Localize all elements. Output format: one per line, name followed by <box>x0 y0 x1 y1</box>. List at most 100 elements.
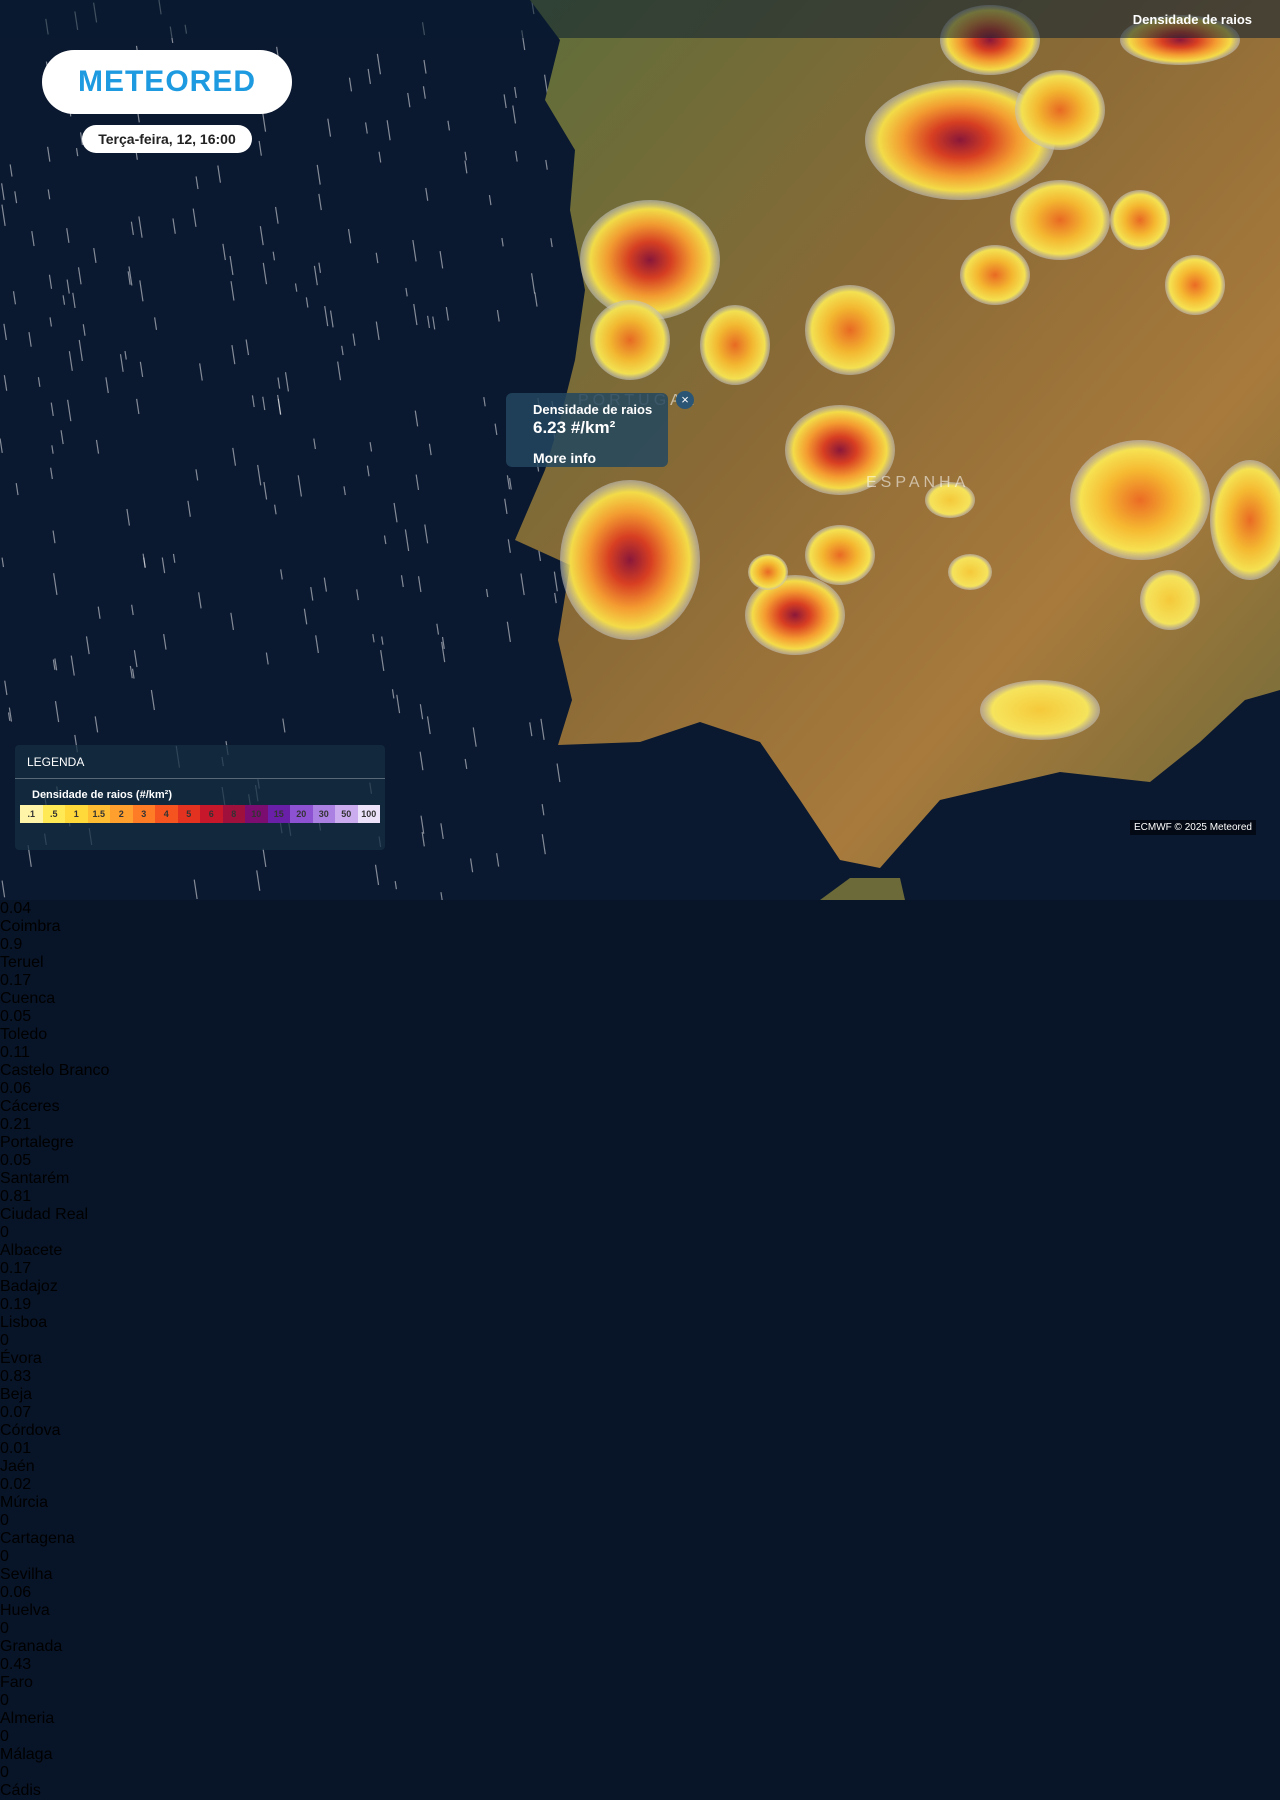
close-button[interactable]: × <box>676 391 694 409</box>
city-label: Toledo 0.11 <box>0 1026 1280 1062</box>
city-value: 0.43 <box>0 1656 32 1673</box>
tooltip-title: Densidade de raios <box>533 402 653 417</box>
city-value: 0 <box>0 1224 9 1241</box>
city-value: 0.83 <box>0 1368 32 1385</box>
logo[interactable]: METEOR ED <box>42 50 292 114</box>
city-name: Évora <box>0 1350 42 1367</box>
legend-stop: 20 <box>290 805 313 823</box>
legend-stop: 3 <box>132 805 155 823</box>
legend: LEGENDA Densidade de raios (#/km²) .1.5 1… <box>15 745 385 850</box>
city-name: Ciudad Real <box>0 1206 89 1223</box>
city-value: 0.19 <box>0 1296 32 1313</box>
city-name: Teruel <box>0 954 44 971</box>
city-name: Cádis <box>0 1782 41 1799</box>
city-label: Lisboa 0 <box>0 1314 1280 1350</box>
city-value: 0.06 <box>0 1584 32 1601</box>
africa <box>820 878 905 900</box>
legend-stop: .5 <box>42 805 65 823</box>
city-label: Granada 0.43 <box>0 1638 1280 1674</box>
legend-stop: 1 <box>65 805 88 823</box>
city-name: Beja <box>0 1386 33 1403</box>
city-value: 0.17 <box>0 1260 32 1277</box>
city-name: Málaga <box>0 1746 53 1763</box>
credit: ECMWF © 2025 Meteored <box>1130 820 1256 835</box>
city-label: Almeria 0 <box>0 1710 1280 1746</box>
legend-stop: 8 <box>222 805 245 823</box>
more-info-link[interactable]: More info <box>533 450 596 466</box>
city-name: Sevilha <box>0 1566 53 1583</box>
city-label: Málaga 0 <box>0 1746 1280 1782</box>
city-label: Portalegre 0.05 <box>0 1134 1280 1170</box>
city-label: Coimbra 0.9 <box>0 918 1280 954</box>
city-value: 0.05 <box>0 1008 32 1025</box>
city-label: Córdova 0.01 <box>0 1422 1280 1458</box>
city-value: 0.17 <box>0 972 32 989</box>
city-name: Almeria <box>0 1710 55 1727</box>
city-value: 0 <box>0 1764 9 1781</box>
city-value: 0 <box>0 1512 9 1529</box>
city-label: Ciudad Real 0 <box>0 1206 1280 1242</box>
city-label: Teruel 0.17 <box>0 954 1280 990</box>
value: 6.23 <box>533 418 567 437</box>
city-label: Cádis0 <box>0 1782 1280 1800</box>
city-name: Castelo Branco <box>0 1062 110 1079</box>
city-value: 0 <box>0 1728 9 1745</box>
city-value: 0 <box>0 1548 9 1565</box>
layer-name[interactable]: Densidade de raios <box>1132 12 1252 27</box>
legend-scale: .1.5 1 1.5 2 3 4 5 6 8 10 15 20 30 50 100 <box>20 805 380 823</box>
city-label: Albacete 0.17 <box>0 1242 1280 1278</box>
city-name: Coimbra <box>0 918 61 935</box>
legend-stop: 4 <box>155 805 178 823</box>
lightning-overlay <box>560 5 1280 740</box>
city-label: Beja 0.07 <box>0 1386 1280 1422</box>
city-name: Cáceres <box>0 1098 60 1115</box>
city-value: 0.21 <box>0 1116 32 1133</box>
city-value: 0.11 <box>0 1044 30 1061</box>
city-name: Cuenca <box>0 990 56 1007</box>
city-value: 0.05 <box>0 1152 32 1169</box>
city-name: Faro <box>0 1674 33 1691</box>
city-label: Cartagena 0 <box>0 1530 1280 1566</box>
logo-text: METEOR <box>77 65 213 98</box>
city-label: Évora 0.83 <box>0 1350 1280 1386</box>
city-label: Santarém 0.81 <box>0 1170 1280 1206</box>
legend-title: LEGENDA <box>27 755 85 769</box>
city-label: Sevilha 0.06 <box>0 1566 1280 1602</box>
date-label[interactable]: Terça-feira, 12, 16:00 <box>82 125 252 153</box>
city-name: Badajoz <box>0 1278 58 1295</box>
city-name: Huelva <box>0 1602 50 1619</box>
city-label: Faro 0 <box>0 1674 1280 1710</box>
city-label: Jaén 0.02 <box>0 1458 1280 1494</box>
city-name: Jaén <box>0 1458 35 1475</box>
city-name: Toledo <box>0 1026 48 1043</box>
legend-stop: 1.5 <box>87 805 110 823</box>
legend-subtitle: Densidade de raios (#/km²) <box>32 789 172 801</box>
city-label: Cáceres 0.21 <box>0 1098 1280 1134</box>
city-value: 0 <box>0 1332 9 1349</box>
logo-text-end: ED <box>212 65 257 98</box>
legend-stop: 6 <box>200 805 223 823</box>
legend-stop: .1 <box>20 805 43 823</box>
city-value: 0.01 <box>0 1440 32 1457</box>
city-value: 0 <box>0 1692 9 1709</box>
legend-stop: 10 <box>245 805 268 823</box>
city-name: Lisboa <box>0 1314 48 1331</box>
city-name: Albacete <box>0 1242 63 1259</box>
city-value: 0.81 <box>0 1188 32 1205</box>
city-value: 0.06 <box>0 1080 32 1097</box>
tooltip: Densidade de raios 6.23 #/km² More info … <box>506 391 694 467</box>
wind-streaks <box>0 0 562 900</box>
city-value: 0.9 <box>0 936 23 953</box>
city-name: Portalegre <box>0 1134 74 1151</box>
city-name: Múrcia <box>0 1494 49 1511</box>
city-label: Badajoz 0.19 <box>0 1278 1280 1314</box>
legend-stop: 30 <box>312 805 335 823</box>
legend-stop: 2 <box>110 805 133 823</box>
city-name: Granada <box>0 1638 63 1655</box>
legend-stop: 100 <box>357 805 380 823</box>
city-value: 0.02 <box>0 1476 32 1493</box>
legend-stop: 5 <box>177 805 200 823</box>
city-name: Cartagena <box>0 1530 75 1547</box>
legend-stop: 15 <box>267 805 290 823</box>
